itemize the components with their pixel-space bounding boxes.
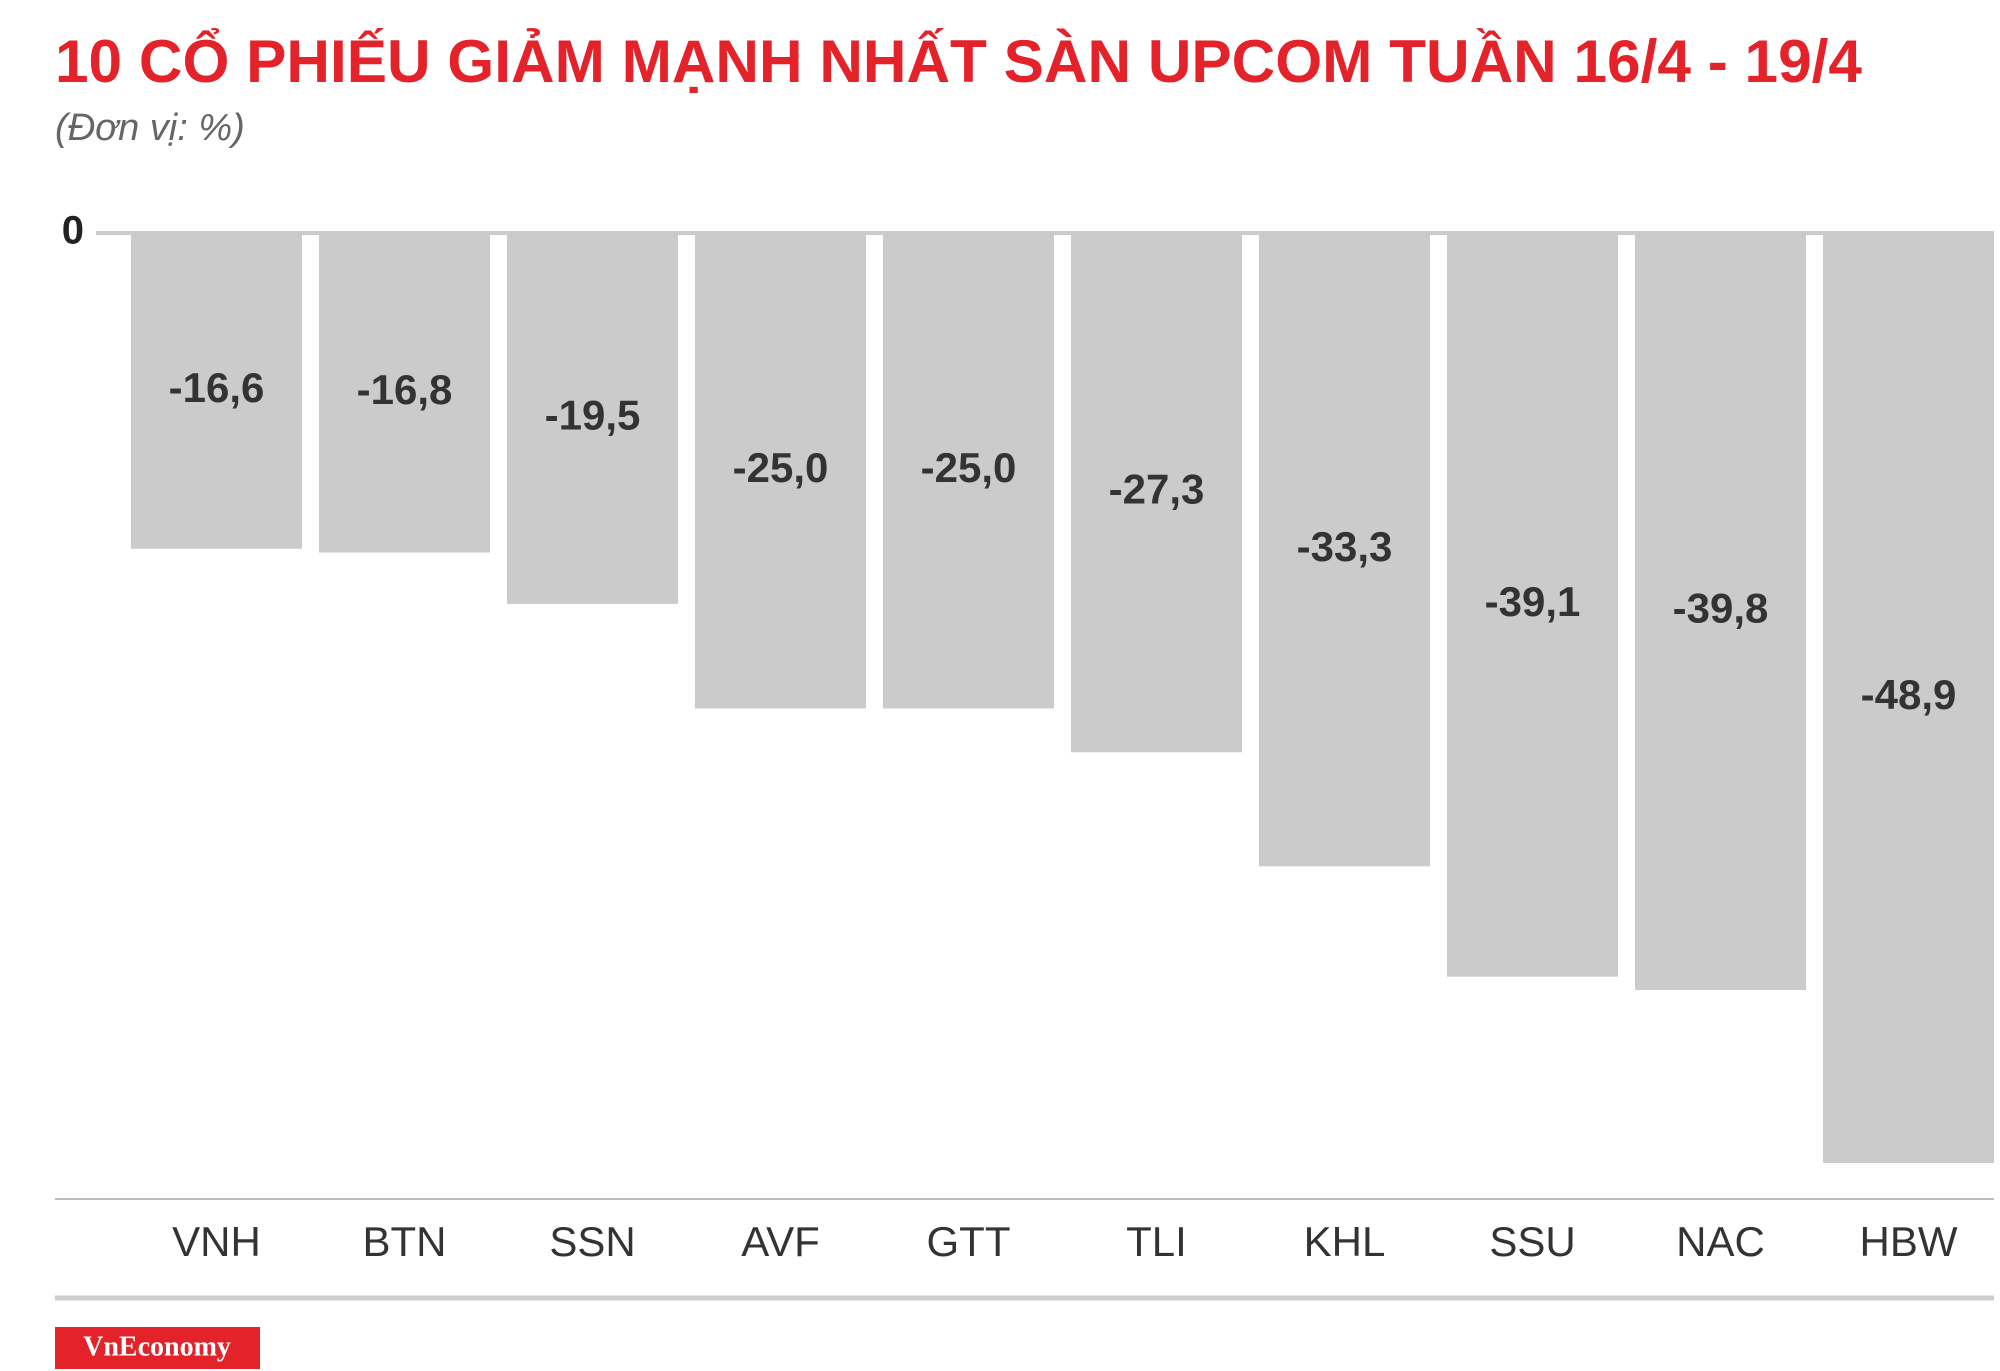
value-label: -39,8 — [1673, 585, 1769, 632]
x-tick-label: NAC — [1676, 1218, 1765, 1265]
value-label: -27,3 — [1109, 466, 1205, 513]
bar — [1259, 233, 1430, 867]
bar — [695, 233, 866, 709]
x-tick-label: GTT — [927, 1218, 1011, 1265]
x-tick-label: VNH — [172, 1218, 261, 1265]
bar — [883, 233, 1054, 709]
bar — [1635, 233, 1806, 990]
x-tick-label: SSU — [1489, 1218, 1575, 1265]
value-label: -19,5 — [545, 392, 641, 439]
value-label: -16,8 — [357, 366, 453, 413]
chart-subtitle: (Đơn vị: %) — [55, 107, 245, 149]
value-label: -48,9 — [1861, 671, 1957, 718]
value-label: -25,0 — [921, 444, 1017, 491]
brand-box — [55, 1327, 260, 1369]
brand: VnEconomy — [83, 1331, 231, 1362]
x-tick-label: SSN — [549, 1218, 635, 1265]
value-label: -33,3 — [1297, 523, 1393, 570]
x-tick-label: TLI — [1126, 1218, 1187, 1265]
value-label: -25,0 — [733, 444, 829, 491]
bar — [1823, 233, 1994, 1164]
value-label: -16,6 — [169, 364, 265, 411]
x-tick-label: BTN — [363, 1218, 447, 1265]
value-label: -39,1 — [1485, 578, 1581, 625]
bar — [131, 233, 302, 549]
chart-title: 10 CỔ PHIẾU GIẢM MẠNH NHẤT SÀN UPCOM TUẦ… — [55, 28, 1863, 95]
bar — [1071, 233, 1242, 753]
bar — [319, 233, 490, 553]
x-tick-label: AVF — [741, 1218, 820, 1265]
x-tick-label: KHL — [1304, 1218, 1386, 1265]
bar — [507, 233, 678, 604]
x-tick-label: HBW — [1860, 1218, 1958, 1265]
y-tick-label: 0 — [62, 209, 84, 253]
bar — [1447, 233, 1618, 977]
